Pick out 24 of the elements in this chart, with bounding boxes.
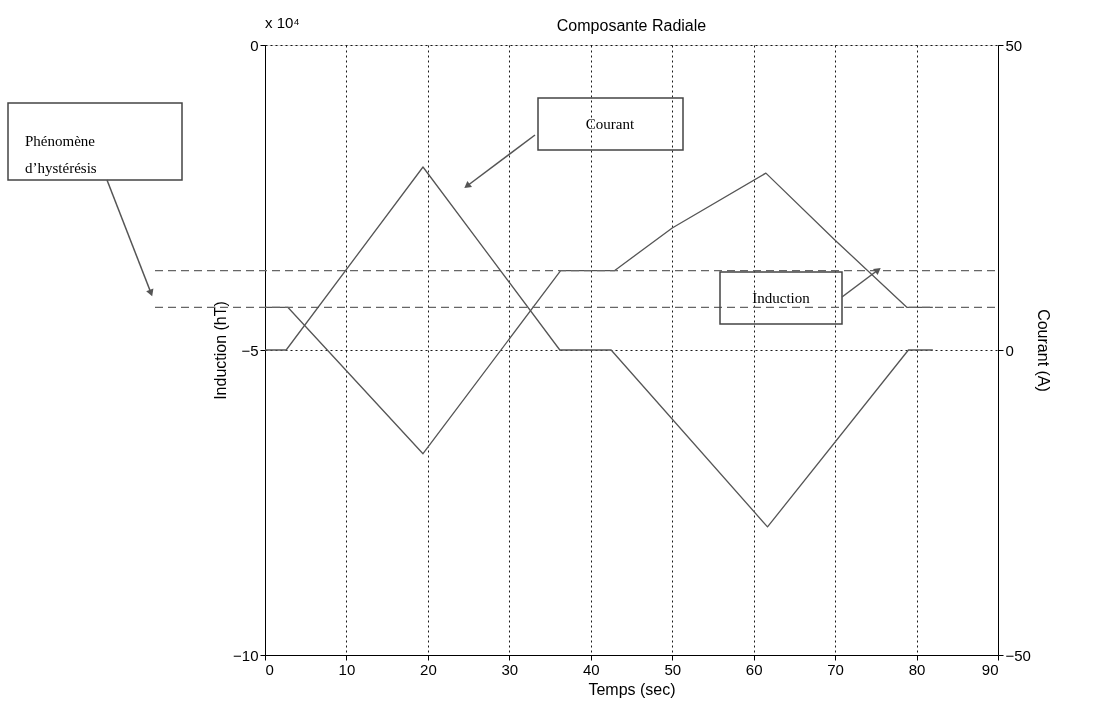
x-tick-label: 50	[664, 660, 682, 678]
x-tick-label: 30	[501, 660, 519, 678]
text: x 10⁴	[265, 14, 300, 31]
x-tick-label: 20	[420, 660, 437, 678]
chart-title: Composante Radiale	[556, 17, 707, 34]
x-tick-label: 90	[981, 660, 999, 678]
x-tick-label: 80	[908, 660, 926, 678]
annotation: Courant	[585, 116, 635, 132]
x-axis-title: Temps (sec)	[588, 680, 676, 698]
x-tick-label: 60	[745, 660, 763, 678]
y-tick-label: −10	[233, 646, 259, 664]
x-tick-label: 0	[265, 660, 274, 678]
text: Phénomène d’hystérésis	[25, 133, 97, 176]
annotation: Induction	[752, 290, 811, 306]
y2-tick-label: 0	[1005, 341, 1014, 359]
y2-axis-title: Courant (A)	[1034, 309, 1052, 392]
y-axis-title: Induction (hT)	[212, 301, 230, 400]
y-tick-label: 0	[250, 36, 259, 54]
y2-tick-label: −50	[1005, 646, 1031, 664]
x-tick-label: 70	[827, 660, 844, 678]
y-tick-label: −5	[241, 341, 259, 359]
y2-tick-label: 50	[1005, 36, 1023, 54]
x-tick-label: 10	[338, 660, 356, 678]
x-tick-label: 40	[582, 660, 600, 678]
